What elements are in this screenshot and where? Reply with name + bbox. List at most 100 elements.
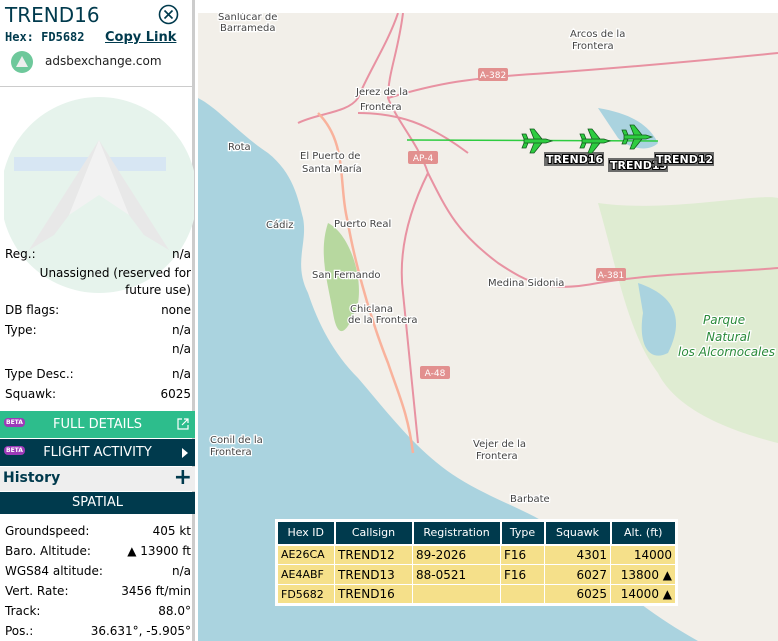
place-label: Frontera bbox=[476, 451, 518, 462]
aircraft-icon[interactable] bbox=[579, 128, 612, 154]
history-title: History bbox=[3, 470, 61, 486]
aircraft-shape bbox=[579, 128, 612, 154]
column-header: Squawk bbox=[543, 519, 612, 546]
stat-label: Vert. Rate: bbox=[5, 584, 69, 598]
table-cell: 14000 bbox=[610, 544, 677, 565]
table-cell bbox=[500, 584, 545, 605]
road-shield bbox=[596, 268, 626, 281]
table-cell: 89-2026 bbox=[412, 544, 501, 565]
road-shield bbox=[478, 68, 508, 81]
separator bbox=[0, 86, 192, 87]
close-button[interactable] bbox=[158, 4, 179, 25]
aircraft-title: TREND16 bbox=[5, 3, 100, 27]
info-value: n/a bbox=[171, 247, 191, 261]
aircraft-shape bbox=[521, 128, 554, 154]
site-link[interactable]: adsbexchange.com bbox=[45, 54, 162, 68]
aircraft-shape bbox=[621, 124, 654, 150]
hex-label: Hex: bbox=[5, 30, 34, 44]
info-label: Reg.: bbox=[5, 247, 36, 261]
aircraft-photo-placeholder bbox=[4, 97, 194, 293]
place-label: Frontera bbox=[360, 102, 402, 113]
stat-value: ▲ 13900 ft bbox=[127, 544, 191, 558]
info-row: Reg.: n/a bbox=[5, 245, 191, 263]
table-cell: 6025 bbox=[544, 584, 611, 605]
info-value: none bbox=[161, 303, 191, 317]
column-header: Registration bbox=[411, 519, 502, 546]
aircraft-table: Hex ID Callsign Registration Type Squawk Alt.… bbox=[275, 519, 678, 606]
place-label: Chiclana bbox=[350, 304, 393, 315]
info-value: n/a bbox=[171, 323, 191, 337]
stat-row: Track: 88.0° bbox=[5, 602, 191, 620]
stat-value: 3456 ft/min bbox=[121, 584, 191, 598]
table-cell: 4301 bbox=[544, 544, 611, 565]
place-label: Sanlúcar de bbox=[218, 13, 277, 23]
stat-row: Pos.: 36.631°, -5.905° bbox=[5, 622, 191, 640]
table-cell: FD5682 bbox=[276, 584, 335, 605]
table-header: Hex ID Callsign Registration Type Squawk Alt.… bbox=[275, 519, 678, 546]
flight-activity-button[interactable]: BETA FLIGHT ACTIVITY bbox=[0, 439, 195, 466]
place-label: San Fernando bbox=[312, 270, 381, 281]
park-label: los Alcornocales bbox=[678, 345, 775, 359]
info-row: Type: n/a bbox=[5, 321, 191, 339]
place-label: Conil de la bbox=[210, 435, 263, 446]
aircraft-label-bg bbox=[608, 158, 668, 172]
road-label: A-48 bbox=[425, 369, 446, 379]
table-cell: 14000 ▲ bbox=[610, 584, 677, 605]
expand-button[interactable]: + bbox=[173, 465, 192, 490]
road-label: AP-4 bbox=[413, 154, 434, 164]
road-label: A-381 bbox=[598, 271, 624, 281]
place-label: Medina Sidonia bbox=[488, 278, 564, 289]
stat-row: Vert. Rate: 3456 ft/min bbox=[5, 582, 191, 600]
place-label: Santa María bbox=[302, 163, 362, 175]
site-logo bbox=[11, 51, 33, 73]
table-cell: TREND16 bbox=[334, 584, 413, 605]
stat-label: Baro. Altitude: bbox=[5, 544, 91, 558]
column-header: Hex ID bbox=[275, 519, 336, 546]
info-row: Squawk: 6025 bbox=[5, 385, 191, 403]
beta-badge: BETA bbox=[4, 446, 25, 455]
history-bar: History + bbox=[0, 465, 195, 491]
aircraft-label: TREND13 bbox=[610, 159, 667, 172]
column-header: Type bbox=[499, 519, 546, 546]
place-label: El Puerto de bbox=[300, 151, 360, 162]
place-label: Barrameda bbox=[220, 23, 276, 34]
table-cell: F16 bbox=[500, 564, 545, 585]
copy-link[interactable]: Copy Link bbox=[105, 30, 177, 45]
table-cell: F16 bbox=[500, 544, 545, 565]
place-label: Arcos de la bbox=[570, 29, 625, 40]
stat-row: Groundspeed: 405 kt bbox=[5, 522, 191, 540]
table-body: AE26CA TREND12 89-2026 F16 4301 14000 AE4ABF TR… bbox=[276, 544, 677, 605]
table-row[interactable]: AE4ABF TREND13 88-0521 F16 6027 13800 ▲ bbox=[276, 564, 677, 585]
hex-value: FD5682 bbox=[41, 30, 85, 44]
place-label: Frontera bbox=[572, 41, 614, 52]
info-value: Unassigned (reserved for future use) bbox=[39, 266, 191, 297]
place-label: Jerez de la bbox=[355, 87, 408, 98]
place-label: de la Frontera bbox=[348, 315, 417, 326]
info-value: n/a bbox=[171, 342, 191, 356]
full-details-button[interactable]: BETA FULL DETAILS bbox=[0, 411, 195, 438]
road-shield bbox=[420, 366, 450, 379]
info-label: Type Desc.: bbox=[5, 367, 74, 381]
table-cell: 88-0521 bbox=[412, 564, 501, 585]
stat-value: 88.0° bbox=[158, 604, 191, 618]
aircraft-label: TREND16 bbox=[546, 153, 603, 166]
place-label: Cádiz bbox=[266, 219, 294, 231]
info-value: n/a bbox=[171, 367, 191, 381]
table-row[interactable]: AE26CA TREND12 89-2026 F16 4301 14000 bbox=[276, 544, 677, 565]
spatial-tab[interactable]: SPATIAL bbox=[0, 492, 195, 514]
stat-label: Track: bbox=[5, 604, 41, 618]
road-label: A-382 bbox=[480, 71, 506, 81]
aircraft-icon[interactable] bbox=[521, 128, 554, 154]
arrow-icon bbox=[182, 448, 188, 458]
stat-row: WGS84 altitude: n/a bbox=[5, 562, 191, 580]
aircraft-icon[interactable] bbox=[621, 124, 654, 150]
table-row[interactable]: FD5682 TREND16 6025 14000 ▲ bbox=[276, 584, 677, 605]
park-label: Parque bbox=[703, 313, 745, 327]
button-label: FLIGHT ACTIVITY bbox=[43, 445, 152, 460]
table-cell: TREND12 bbox=[334, 544, 413, 565]
stat-value: 405 kt bbox=[152, 524, 191, 538]
sidebar: TREND16 Hex: FD5682 Copy Link adsbexchan… bbox=[0, 0, 195, 641]
aircraft-label-bg bbox=[544, 152, 604, 166]
